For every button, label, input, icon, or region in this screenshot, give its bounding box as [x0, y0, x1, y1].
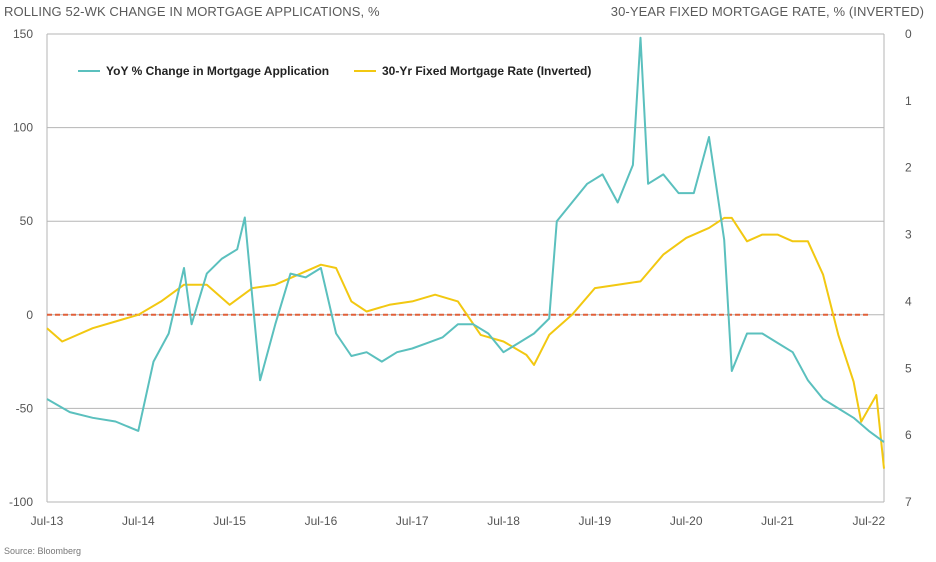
left-tick-label: 150 [13, 27, 33, 41]
x-tick-label: Jul-22 [852, 514, 885, 528]
source-note: Source: Bloomberg [4, 546, 82, 556]
left-y-axis: 150 100 50 0 -50 -100 [9, 27, 33, 509]
right-y-axis: 0 1 2 3 4 5 6 7 [905, 27, 912, 509]
x-tick-label: Jul-13 [31, 514, 64, 528]
series-layer [46, 36, 885, 469]
x-tick-label: Jul-17 [396, 514, 429, 528]
left-tick-label: 0 [26, 308, 33, 322]
right-axis-title: 30-YEAR FIXED MORTGAGE RATE, % (INVERTED… [610, 4, 924, 19]
right-tick-label: 4 [905, 294, 912, 308]
mortgage-rate-series-line [46, 216, 885, 469]
legend-item-applications-label: YoY % Change in Mortgage Application [106, 64, 329, 78]
right-tick-label: 2 [905, 161, 912, 175]
left-axis-title: ROLLING 52-WK CHANGE IN MORTGAGE APPLICA… [4, 4, 380, 19]
x-tick-label: Jul-21 [761, 514, 794, 528]
x-tick-label: Jul-19 [579, 514, 612, 528]
x-tick-label: Jul-16 [305, 514, 338, 528]
x-axis: Jul-13 Jul-14 Jul-15 Jul-16 Jul-17 Jul-18 Jul-… [31, 514, 886, 528]
x-tick-label: Jul-18 [487, 514, 520, 528]
gridlines [46, 33, 885, 503]
right-tick-label: 6 [905, 428, 912, 442]
left-tick-label: -100 [9, 495, 33, 509]
x-tick-label: Jul-20 [670, 514, 703, 528]
right-tick-label: 7 [905, 495, 912, 509]
applications-series-line [46, 36, 885, 443]
x-tick-label: Jul-14 [122, 514, 155, 528]
left-tick-label: 50 [20, 214, 34, 228]
x-tick-label: Jul-15 [213, 514, 246, 528]
left-tick-label: -50 [16, 401, 34, 415]
right-tick-label: 1 [905, 94, 912, 108]
legend-item-mortgage-rate-label: 30-Yr Fixed Mortgage Rate (Inverted) [382, 64, 591, 78]
left-tick-label: 100 [13, 121, 33, 135]
legend: YoY % Change in Mortgage Application 30-Y… [78, 64, 591, 78]
right-tick-label: 0 [905, 27, 912, 41]
right-tick-label: 5 [905, 361, 912, 375]
right-tick-label: 3 [905, 228, 912, 242]
